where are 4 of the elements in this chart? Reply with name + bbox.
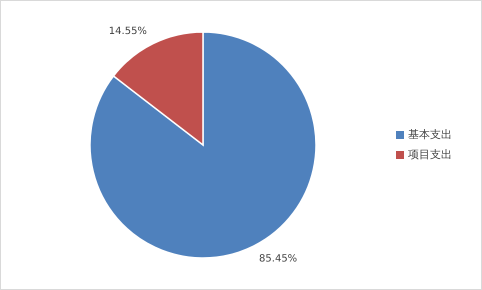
legend-label: 项目支出 bbox=[408, 148, 452, 162]
data-label: 85.45% bbox=[259, 254, 298, 265]
legend-label: 基本支出 bbox=[408, 128, 452, 142]
data-label: 14.55% bbox=[108, 26, 147, 37]
